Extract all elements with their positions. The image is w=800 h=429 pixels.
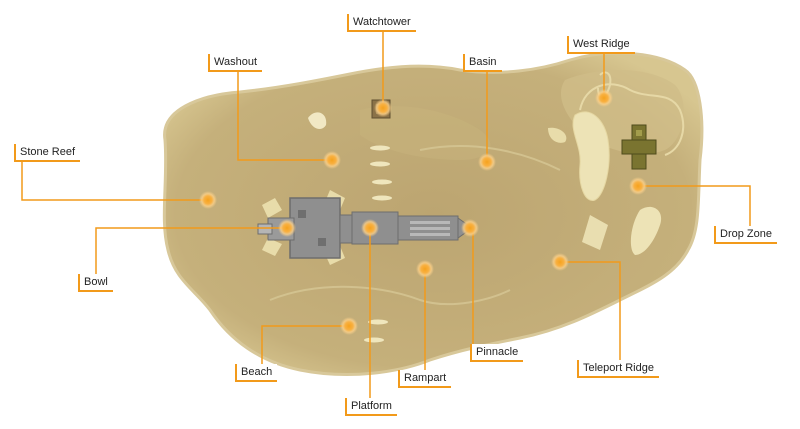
location-markers bbox=[199, 89, 647, 335]
marker-basin bbox=[478, 153, 496, 171]
rock-formation bbox=[572, 111, 610, 201]
marker-bowl bbox=[278, 219, 296, 237]
label-washout[interactable]: Washout bbox=[208, 54, 263, 72]
trail bbox=[579, 83, 685, 156]
label-drop-zone[interactable]: Drop Zone bbox=[714, 226, 777, 244]
marker-west-ridge bbox=[595, 89, 613, 107]
marker-stone-reef bbox=[199, 191, 217, 209]
boat-markers bbox=[364, 145, 392, 343]
road bbox=[419, 145, 561, 171]
leader-drop-zone bbox=[638, 185, 751, 232]
marker-watchtower bbox=[374, 99, 392, 117]
rock-formation bbox=[582, 215, 608, 250]
ridge-cross-structure bbox=[621, 124, 657, 170]
leader-stone-reef bbox=[21, 162, 208, 201]
leader-washout bbox=[237, 70, 332, 161]
marker-pinnacle bbox=[461, 219, 479, 237]
road bbox=[269, 285, 511, 306]
marker-teleport-ridge bbox=[551, 253, 569, 271]
label-watchtower[interactable]: Watchtower bbox=[347, 14, 416, 32]
marker-washout bbox=[323, 151, 341, 169]
label-platform[interactable]: Platform bbox=[345, 398, 397, 416]
label-west-ridge[interactable]: West Ridge bbox=[567, 36, 635, 54]
label-rampart[interactable]: Rampart bbox=[398, 370, 452, 388]
label-basin[interactable]: Basin bbox=[463, 54, 502, 72]
rock-formation bbox=[548, 127, 567, 143]
label-bowl[interactable]: Bowl bbox=[78, 274, 113, 292]
label-pinnacle[interactable]: Pinnacle bbox=[470, 344, 524, 362]
marker-drop-zone bbox=[629, 177, 647, 195]
marker-rampart bbox=[416, 260, 434, 278]
marker-beach bbox=[340, 317, 358, 335]
label-beach[interactable]: Beach bbox=[235, 364, 278, 382]
rock-formation bbox=[630, 206, 662, 255]
island-landmass bbox=[162, 51, 704, 377]
marker-platform bbox=[361, 219, 379, 237]
label-stone-reef[interactable]: Stone Reef bbox=[14, 144, 81, 162]
rock-formation bbox=[308, 112, 327, 130]
label-teleport-ridge[interactable]: Teleport Ridge bbox=[577, 360, 659, 378]
